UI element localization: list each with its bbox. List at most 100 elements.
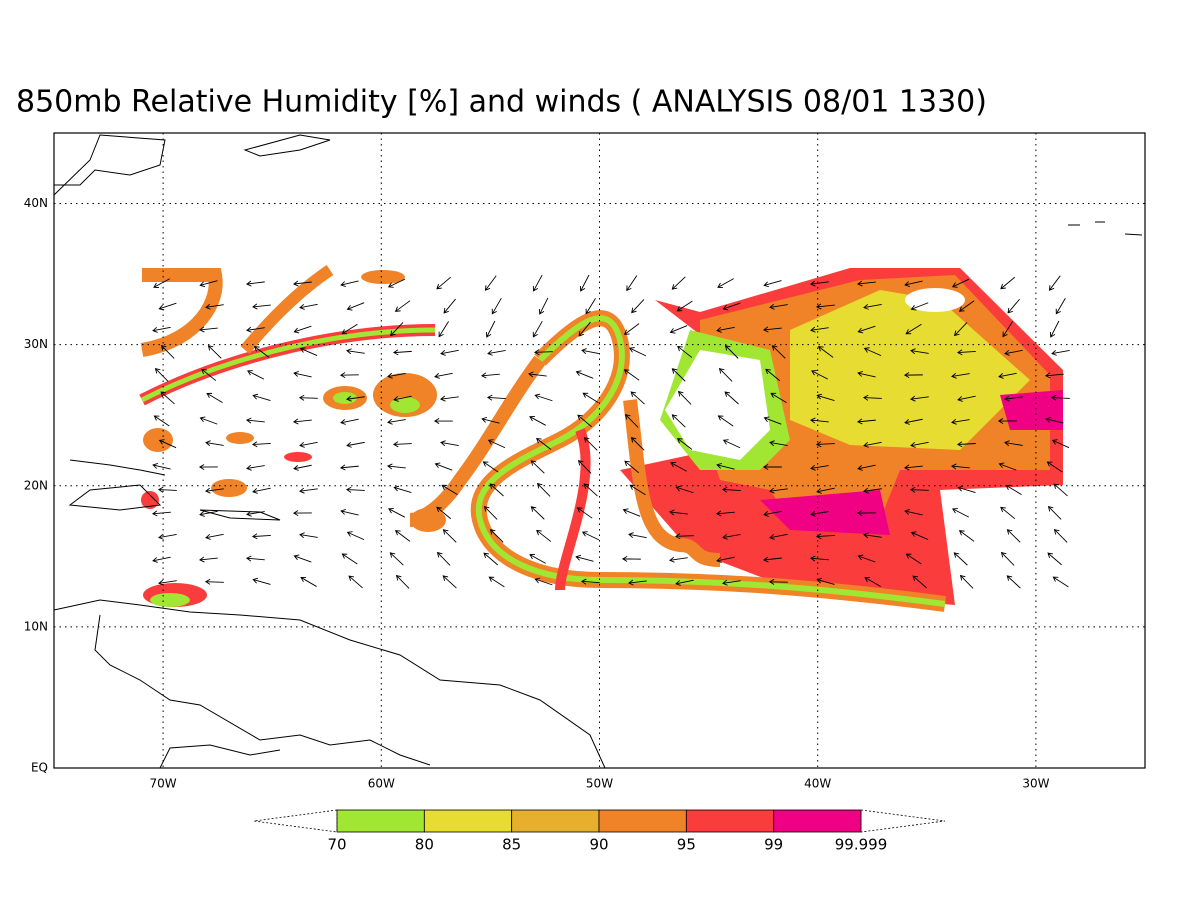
wind-arrow: [251, 533, 271, 540]
wind-arrow: [957, 485, 976, 493]
wind-arrow: [1053, 483, 1068, 497]
wind-arrow: [863, 441, 882, 448]
wind-arrow: [393, 395, 412, 402]
wind-arrow: [538, 297, 549, 315]
wind-arrow: [1006, 529, 1021, 543]
wind-arrow: [623, 323, 640, 335]
wind-arrow: [158, 439, 177, 449]
wind-arrow: [1053, 528, 1068, 543]
wind-arrow: [532, 274, 543, 292]
wind-arrow: [252, 303, 271, 310]
wind-arrow: [533, 349, 553, 356]
humidity-field: [139, 265, 1063, 612]
wind-arrow: [904, 509, 923, 516]
wind-arrow: [157, 486, 177, 493]
wind-arrow: [810, 510, 829, 517]
wind-arrow: [346, 395, 365, 402]
wind-arrow: [292, 510, 312, 517]
wind-arrow: [958, 300, 975, 312]
wind-arrow: [1004, 440, 1023, 447]
wind-arrow: [151, 510, 171, 517]
colorbar-label: 70: [327, 836, 346, 854]
wind-arrow: [298, 394, 318, 401]
wind-arrow: [583, 437, 598, 451]
wind-arrow: [392, 441, 412, 448]
wind-arrow: [575, 370, 594, 379]
wind-arrow: [436, 551, 451, 566]
wind-arrow: [442, 575, 457, 589]
wind-arrow: [623, 369, 640, 381]
wind-arrow: [628, 532, 647, 539]
wind-arrow: [440, 395, 459, 402]
wind-arrow: [299, 487, 318, 494]
wind-arrow: [245, 555, 265, 562]
wind-arrow: [583, 483, 598, 497]
wind-arrow: [199, 326, 218, 333]
wind-arrow: [482, 461, 499, 473]
wind-arrow: [951, 418, 970, 425]
wind-arrow: [1051, 349, 1070, 356]
wind-arrow: [904, 464, 923, 471]
wind-arrow: [904, 280, 923, 287]
wind-arrow: [1004, 349, 1023, 356]
wind-arrow: [765, 368, 781, 382]
wind-arrow: [207, 345, 222, 359]
wind-arrow: [856, 510, 876, 517]
wind-arrow: [763, 556, 782, 563]
wind-arrow: [340, 280, 359, 288]
wind-arrow: [721, 486, 741, 493]
wind-arrow: [763, 416, 782, 425]
wind-arrow: [346, 302, 365, 311]
wind-arrow: [153, 415, 170, 427]
wind-arrow: [957, 395, 976, 402]
wind-arrow: [199, 280, 218, 288]
wind-arrow: [394, 530, 411, 542]
wind-arrow: [387, 463, 406, 470]
wind-arrow: [722, 302, 741, 311]
wind-arrow: [293, 554, 312, 563]
wind-arrow: [904, 418, 923, 425]
wind-arrow: [535, 437, 552, 450]
wind-arrow: [1000, 276, 1016, 290]
wind-arrow: [811, 370, 829, 380]
wind-arrow: [857, 325, 876, 334]
wind-arrow: [390, 322, 404, 337]
wind-arrow: [910, 348, 929, 355]
wind-arrow: [247, 370, 265, 380]
wind-arrow: [951, 372, 970, 379]
wind-arrow: [489, 529, 504, 543]
wind-arrow: [576, 507, 593, 519]
wind-arrow: [671, 414, 686, 428]
wind-arrow: [528, 371, 547, 378]
wind-arrow: [1047, 552, 1062, 566]
wind-arrow: [763, 280, 782, 288]
wind-arrow: [585, 298, 596, 315]
wind-arrow: [909, 486, 929, 493]
wind-arrow: [810, 280, 829, 287]
wind-arrow: [251, 441, 271, 448]
wind-arrow: [486, 394, 506, 401]
wind-arrow: [997, 418, 1017, 424]
wind-arrow: [958, 530, 975, 542]
wind-arrow: [857, 554, 876, 563]
wind-arrow: [392, 349, 412, 356]
wind-arrow: [436, 506, 452, 520]
wind-arrow: [809, 555, 829, 562]
colorbar-extend: [253, 809, 338, 833]
wind-arrow: [951, 463, 970, 470]
wind-arrow: [581, 531, 600, 541]
wind-arrow: [299, 303, 318, 310]
wind-arrow: [346, 531, 365, 541]
wind-arrow: [905, 323, 922, 335]
wind-arrow: [252, 577, 271, 585]
wind-arrow: [206, 392, 223, 403]
wind-arrow: [246, 510, 265, 517]
wind-arrow: [1052, 576, 1069, 588]
wind-arrow: [434, 372, 453, 379]
wind-arrow: [862, 394, 882, 401]
wind-arrow: [389, 552, 404, 566]
wind-arrow: [1000, 551, 1015, 566]
wind-arrow: [768, 578, 788, 585]
wind-arrow: [204, 578, 224, 585]
wind-arrow: [246, 326, 265, 333]
